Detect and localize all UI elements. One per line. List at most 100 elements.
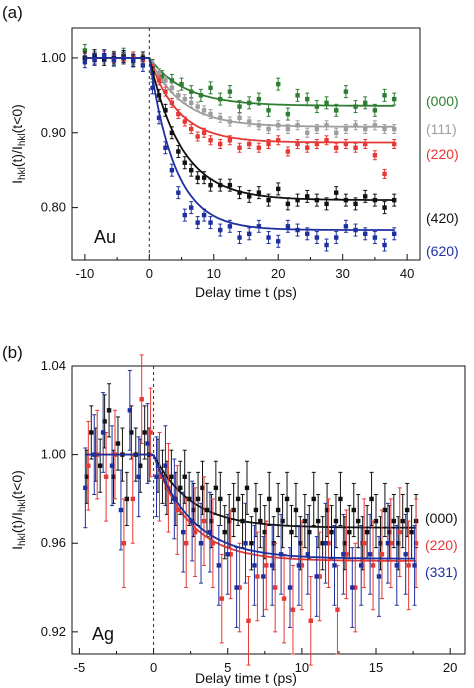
data-point bbox=[364, 529, 370, 535]
data-point bbox=[289, 529, 294, 535]
data-point bbox=[323, 541, 328, 546]
data-point bbox=[195, 175, 200, 180]
data-point bbox=[103, 474, 109, 479]
data-point bbox=[216, 563, 222, 568]
series-label: (420) bbox=[426, 210, 459, 226]
data-point bbox=[219, 596, 224, 601]
data-point bbox=[182, 96, 187, 102]
data-point bbox=[182, 474, 187, 479]
data-point bbox=[207, 529, 213, 535]
data-point bbox=[409, 529, 414, 535]
data-point bbox=[131, 58, 136, 64]
data-point bbox=[266, 126, 271, 132]
data-point bbox=[136, 474, 141, 479]
data-point bbox=[264, 563, 269, 568]
data-point bbox=[189, 205, 194, 210]
data-point bbox=[237, 190, 242, 195]
data-point bbox=[100, 430, 106, 435]
data-point bbox=[201, 175, 207, 180]
data-point bbox=[140, 63, 146, 68]
data-point bbox=[334, 145, 339, 150]
data-point bbox=[189, 89, 194, 94]
data-point bbox=[182, 119, 187, 124]
data-point bbox=[317, 574, 322, 579]
data-point bbox=[376, 574, 382, 579]
data-point bbox=[82, 59, 88, 64]
data-point bbox=[106, 408, 112, 413]
panel-a: (a) Au Delay time t (ps) Ihkl(t)/Ihkl(t<… bbox=[2, 3, 459, 300]
data-point bbox=[285, 224, 291, 229]
data-point bbox=[295, 123, 300, 128]
data-point bbox=[387, 529, 392, 535]
data-point bbox=[361, 541, 367, 546]
data-point bbox=[121, 55, 126, 61]
data-point bbox=[86, 463, 91, 468]
series-label: (000) bbox=[425, 510, 458, 526]
data-point bbox=[142, 430, 147, 435]
data-point bbox=[178, 485, 183, 491]
data-point bbox=[276, 138, 281, 143]
data-point bbox=[111, 474, 116, 479]
data-point bbox=[157, 474, 162, 479]
data-point bbox=[150, 85, 155, 91]
x-tick-label: 20 bbox=[271, 266, 285, 281]
data-point bbox=[276, 123, 281, 128]
data-point bbox=[201, 108, 207, 113]
data-point bbox=[124, 496, 130, 502]
data-point bbox=[314, 141, 320, 147]
data-point bbox=[266, 141, 271, 147]
data-point bbox=[138, 463, 143, 468]
data-point bbox=[276, 239, 281, 244]
data-point bbox=[314, 574, 319, 579]
data-point bbox=[314, 235, 320, 240]
data-point bbox=[244, 485, 250, 491]
data-point bbox=[341, 552, 346, 557]
y-tick-label: 0.92 bbox=[41, 624, 66, 639]
data-point bbox=[266, 197, 271, 203]
data-point bbox=[335, 607, 340, 612]
data-point bbox=[191, 507, 196, 513]
series-label: (220) bbox=[426, 146, 459, 162]
data-point bbox=[353, 227, 358, 233]
data-point bbox=[255, 574, 260, 579]
data-point bbox=[256, 123, 262, 128]
data-point bbox=[324, 123, 329, 128]
data-point bbox=[392, 197, 397, 203]
data-point bbox=[347, 529, 352, 535]
data-point bbox=[210, 541, 216, 546]
data-point bbox=[92, 57, 97, 62]
data-point bbox=[388, 541, 394, 546]
data-point bbox=[324, 201, 329, 207]
data-point bbox=[343, 141, 349, 147]
data-point bbox=[129, 430, 134, 435]
data-point bbox=[363, 100, 368, 106]
data-point bbox=[163, 89, 168, 94]
data-point bbox=[343, 197, 349, 203]
x-tick-label: 5 bbox=[224, 660, 231, 675]
data-point bbox=[156, 70, 162, 76]
data-point bbox=[372, 197, 378, 203]
x-tick-label: 10 bbox=[295, 660, 309, 675]
data-point bbox=[314, 197, 320, 203]
data-point bbox=[240, 518, 245, 524]
data-point bbox=[392, 231, 397, 237]
data-point bbox=[353, 104, 358, 109]
data-point bbox=[176, 149, 181, 154]
data-point bbox=[307, 529, 312, 535]
data-point bbox=[208, 182, 213, 188]
data-point bbox=[324, 138, 329, 143]
data-point bbox=[154, 474, 159, 479]
data-point bbox=[208, 138, 213, 143]
data-point bbox=[295, 141, 300, 147]
x-tick-label: 10 bbox=[207, 266, 221, 281]
x-tick-label: 30 bbox=[335, 266, 349, 281]
panel-b-annotation: Ag bbox=[92, 624, 114, 644]
data-point bbox=[192, 529, 198, 535]
data-point bbox=[183, 541, 189, 546]
data-point bbox=[163, 145, 168, 150]
data-point bbox=[247, 141, 252, 147]
data-point bbox=[281, 596, 287, 601]
data-point bbox=[145, 441, 150, 446]
data-point bbox=[213, 485, 219, 491]
data-point bbox=[176, 111, 181, 117]
